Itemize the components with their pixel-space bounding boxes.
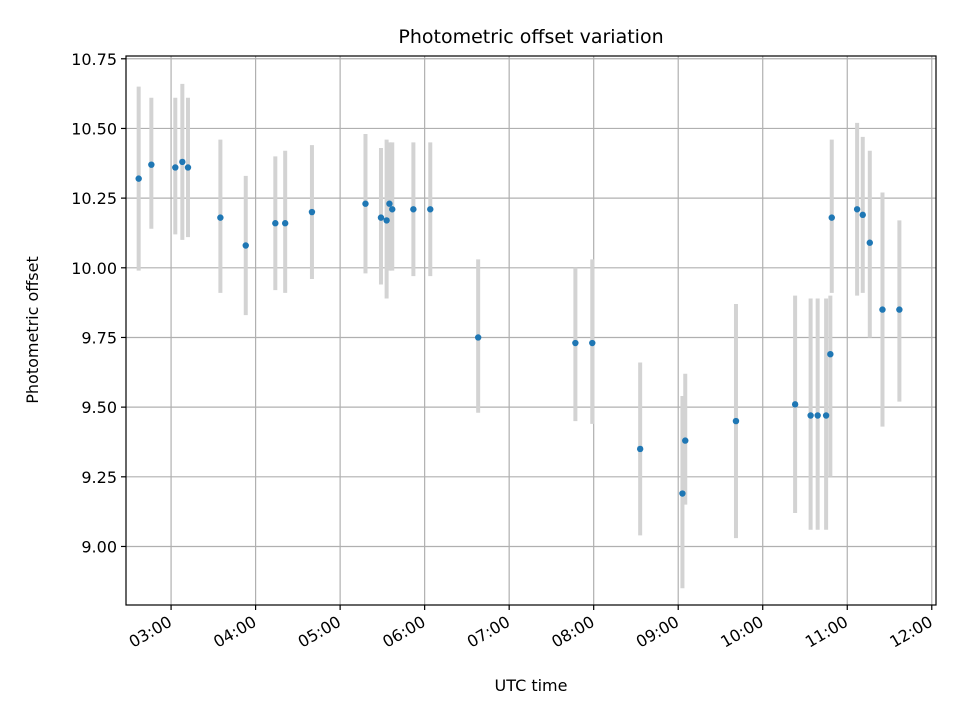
data-point: [242, 242, 249, 249]
data-point: [474, 334, 482, 341]
data-point: [377, 214, 385, 221]
data-point: [853, 206, 861, 213]
y-axis-label: Photometric offset: [23, 256, 42, 404]
data-point: [386, 200, 393, 207]
data-point: [732, 417, 740, 425]
data-point: [383, 217, 390, 224]
data-point: [859, 211, 866, 219]
data-point: [589, 339, 596, 347]
y-tick-label: 10.25: [71, 189, 117, 208]
data-point: [172, 164, 179, 171]
y-tick-label: 9.75: [81, 328, 117, 347]
data-point: [827, 350, 834, 358]
plot-frame: [125, 55, 937, 606]
data-point: [389, 206, 396, 213]
data-point: [822, 412, 830, 419]
y-tick-label: 9.00: [81, 537, 117, 556]
data-point: [217, 214, 224, 221]
chart-title: Photometric offset variation: [398, 26, 663, 48]
data-point: [828, 214, 835, 221]
data-point: [308, 208, 316, 216]
y-tick-label: 9.25: [81, 468, 117, 487]
data-point: [272, 220, 279, 227]
data-point: [879, 306, 886, 313]
y-tick-label: 9.50: [81, 398, 117, 417]
data-point: [636, 445, 644, 453]
data-point: [679, 490, 686, 497]
data-point: [896, 306, 903, 313]
grid: [126, 56, 936, 605]
data-point: [682, 437, 689, 444]
x-axis-label: UTC time: [495, 676, 568, 695]
data-point: [184, 164, 192, 171]
y-axis: 9.00 9.25 9.50 9.75 10.00 10.25 10.50 10.75: [71, 50, 126, 556]
y-tick-label: 10.00: [71, 259, 117, 278]
data-point: [807, 412, 814, 419]
data-point: [427, 206, 434, 213]
data-points: [135, 158, 903, 497]
data-point: [362, 200, 369, 207]
y-tick-label: 10.75: [71, 50, 117, 69]
data-point: [866, 239, 873, 246]
data-point: [410, 206, 417, 213]
data-point: [791, 401, 799, 408]
data-point: [179, 158, 186, 166]
data-point: [135, 175, 142, 182]
data-point: [281, 220, 289, 227]
data-point: [572, 339, 579, 347]
data-point: [814, 412, 821, 419]
y-tick-label: 10.50: [71, 119, 117, 138]
data-point: [148, 161, 155, 168]
